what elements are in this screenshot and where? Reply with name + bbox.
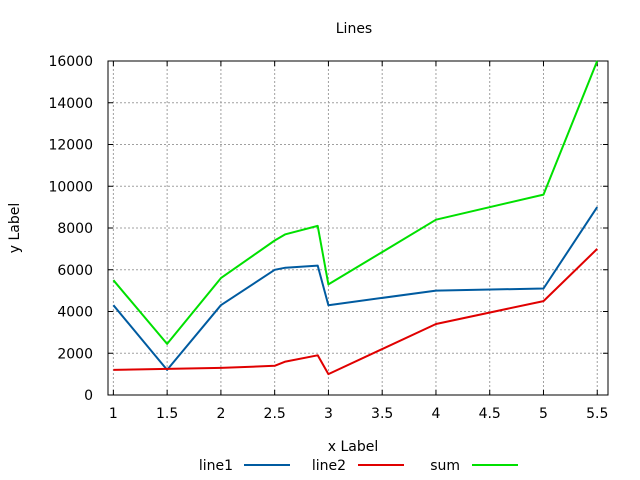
y-axis-label: y Label [7,203,23,254]
y-tick-label: 8000 [57,221,93,237]
y-tick-label: 0 [84,388,93,404]
x-tick-label: 2 [216,406,225,422]
x-tick-label: 4.5 [479,406,501,422]
series-line-line1 [112,206,599,371]
axis-ticks: 1 1.5 2 2.5 3 3.5 4 4.5 5 5.5 0 2000 4000 6000 8000 100… [48,54,608,422]
series-line-line2 [113,248,598,376]
chart-title: Lines [336,21,372,37]
x-tick-label: 5 [539,406,548,422]
y-tick-label: 10000 [48,179,93,195]
y-tick-label: 6000 [57,263,93,279]
x-tick-label: 3 [324,406,333,422]
x-tick-label: 5.5 [586,406,608,422]
series-line-sum [112,60,599,345]
x-tick-label: 4 [431,406,440,422]
x-tick-label: 1.5 [156,406,178,422]
x-axis-label: x Label [328,439,379,455]
legend-label-line2: line2 [312,458,346,474]
x-tick-label: 1 [109,406,118,422]
x-tick-label: 3.5 [371,406,393,422]
y-tick-label: 2000 [57,346,93,362]
y-tick-label: 4000 [57,305,93,321]
legend: line1 line2 sum [199,458,518,474]
legend-label-sum: sum [430,458,460,474]
x-tick-label: 2.5 [264,406,286,422]
series-lines [112,60,599,376]
y-tick-label: 12000 [48,138,93,154]
y-tick-label: 14000 [48,96,93,112]
legend-label-line1: line1 [199,458,233,474]
y-tick-label: 16000 [48,54,93,70]
